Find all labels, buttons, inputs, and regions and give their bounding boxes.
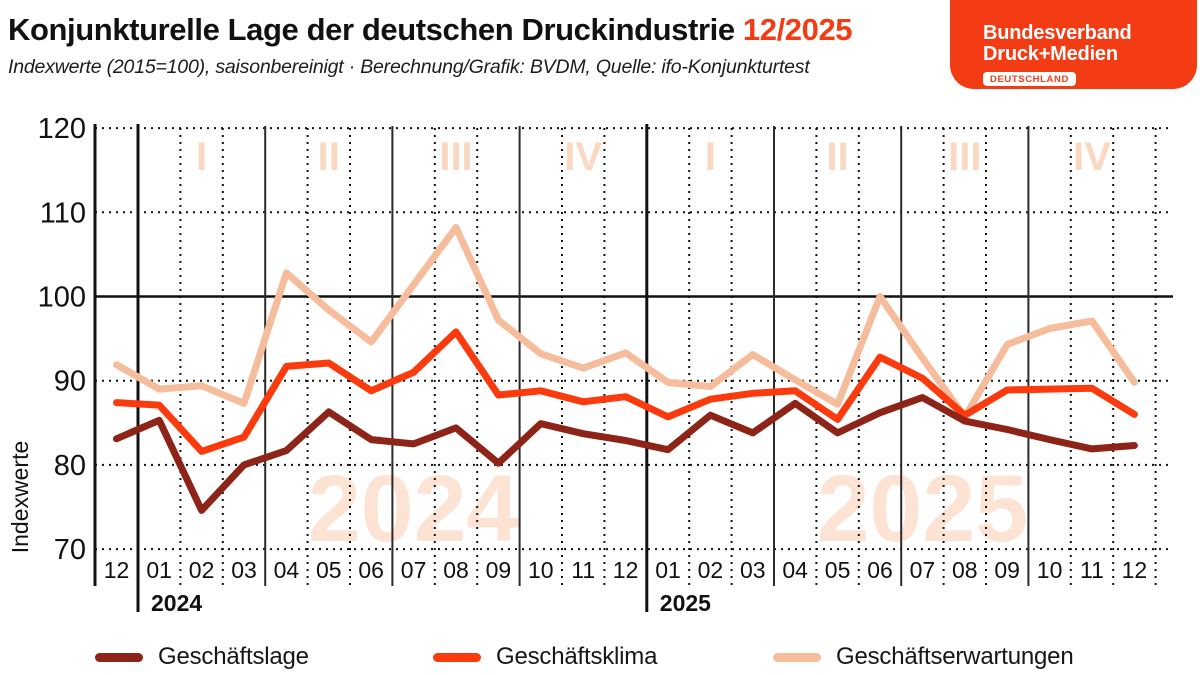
bvdm-logo: Bundesverband Druck+Medien DEUTSCHLAND <box>950 0 1197 89</box>
x-tick-label: 05 <box>825 557 851 583</box>
y-tick-label: 120 <box>38 113 86 145</box>
legend-item-geschaeftserwartungen: Geschäftserwartungen <box>773 641 1074 673</box>
x-tick-label: 01 <box>655 557 681 583</box>
chart-legend: Geschäftslage Geschäftsklima Geschäftser… <box>0 641 1200 673</box>
series-line-geschaeftsklima <box>113 328 1138 455</box>
watermark-year: 2025 <box>817 456 1028 562</box>
x-tick-label: 11 <box>571 557 595 583</box>
year-label: 2025 <box>660 590 711 616</box>
x-tick-label: 10 <box>528 557 554 583</box>
legend-item-geschaeftslage: Geschäftslage <box>95 641 309 673</box>
x-tick-label: 09 <box>994 557 1020 583</box>
x-tick-label: 12 <box>104 557 130 583</box>
x-tick-label: 01 <box>146 557 172 583</box>
quarter-roman-numeral: IV <box>564 135 602 179</box>
x-tick-label: 02 <box>698 557 724 583</box>
y-tick-label: 70 <box>54 534 86 566</box>
x-tick-label: 08 <box>443 557 469 583</box>
x-tick-label: 04 <box>782 557 808 583</box>
x-tick-label: 02 <box>189 557 215 583</box>
y-tick-label: 90 <box>54 366 86 398</box>
y-tick-label: 80 <box>54 450 86 482</box>
quarter-roman-numeral: II <box>826 135 848 179</box>
watermark-year: 2024 <box>308 456 520 562</box>
x-tick-label: 07 <box>910 557 936 583</box>
quarter-roman-numeral: III <box>948 135 981 179</box>
legend-label: Geschäftsklima <box>496 643 658 670</box>
x-tick-label: 08 <box>952 557 978 583</box>
y-axis-title: Indexwerte <box>7 441 33 554</box>
year-label: 2024 <box>151 590 202 616</box>
x-tick-label: 03 <box>740 557 766 583</box>
title-text: Konjunkturelle Lage der deutschen Drucki… <box>8 12 735 47</box>
quarter-roman-numeral: I <box>705 135 716 179</box>
x-tick-label: 05 <box>316 557 342 583</box>
x-tick-label: 12 <box>613 557 639 583</box>
legend-label: Geschäftslage <box>158 643 309 670</box>
y-tick-label: 110 <box>40 197 86 229</box>
y-tick-label: 100 <box>38 282 86 314</box>
header: Konjunkturelle Lage der deutschen Drucki… <box>8 12 938 79</box>
legend-swatch-geschaeftslage <box>95 652 143 662</box>
x-tick-label: 11 <box>1080 557 1104 583</box>
logo-country-badge: DEUTSCHLAND <box>983 72 1076 86</box>
subtitle: Indexwerte (2015=100), saisonbereinigt ·… <box>8 56 810 78</box>
legend-swatch-geschaeftsklima <box>433 652 481 662</box>
legend-swatch-geschaeftserwartungen <box>773 652 821 662</box>
page-title: Konjunkturelle Lage der deutschen Drucki… <box>8 12 938 48</box>
quarter-roman-numeral: IV <box>1073 135 1111 179</box>
x-tick-label: 12 <box>1122 557 1148 583</box>
quarter-roman-numeral: III <box>439 135 472 179</box>
quarter-roman-numeral: I <box>196 135 207 179</box>
x-tick-label: 06 <box>358 557 384 583</box>
x-tick-label: 06 <box>867 557 893 583</box>
x-tick-label: 04 <box>274 557 300 583</box>
x-tick-label: 09 <box>486 557 512 583</box>
legend-item-geschaeftsklima: Geschäftsklima <box>433 641 657 673</box>
quarter-roman-numeral: II <box>318 135 340 179</box>
series-line-geschaeftslage <box>113 394 1138 514</box>
x-tick-label: 07 <box>401 557 427 583</box>
x-tick-label: 10 <box>1037 557 1063 583</box>
x-tick-label: 03 <box>231 557 257 583</box>
legend-label: Geschäftserwartungen <box>836 643 1074 670</box>
logo-line1: Bundesverband <box>983 22 1132 44</box>
logo-line2: Druck+Medien <box>983 43 1118 65</box>
period-label: 12/2025 <box>742 12 853 47</box>
